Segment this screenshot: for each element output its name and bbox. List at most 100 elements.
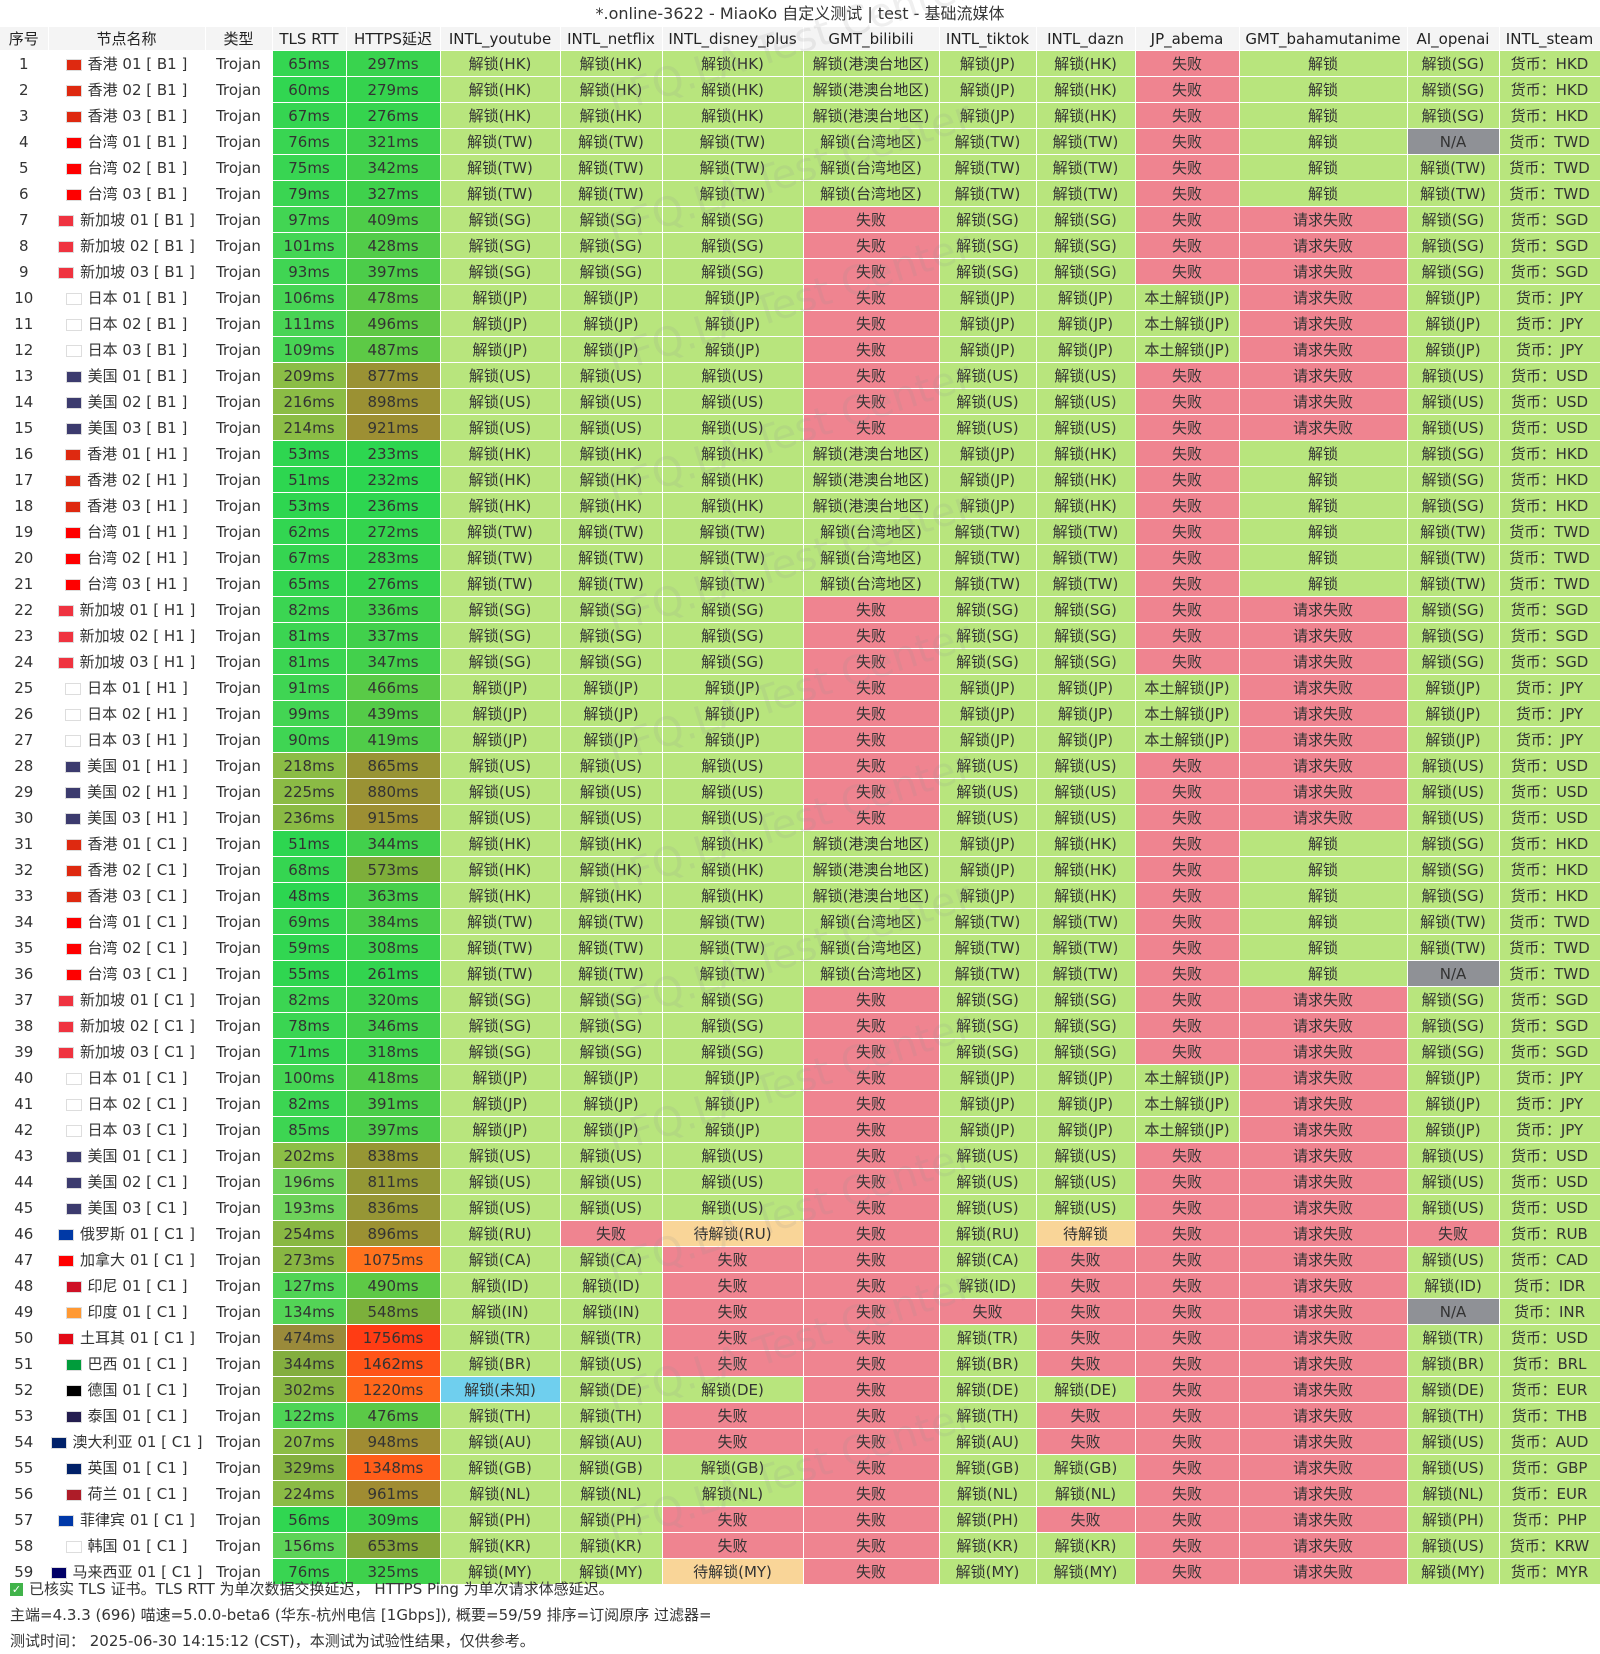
table-row[interactable]: 21 台湾 03 [ H1 ] Trojan 65ms 276ms 解锁(TW) 解锁(TW… [0, 570, 1600, 597]
table-row[interactable]: 24 新加坡 03 [ H1 ] Trojan 81ms 347ms 解锁(SG) 解锁(S… [0, 648, 1600, 675]
table-row[interactable]: 34 台湾 01 [ C1 ] Trojan 69ms 384ms 解锁(TW) 解锁(TW… [0, 908, 1600, 935]
https-latency: 877ms [346, 362, 441, 389]
table-row[interactable]: 32 香港 02 [ C1 ] Trojan 68ms 573ms 解锁(HK) 解锁(HK… [0, 856, 1600, 883]
col-header[interactable]: HTTPS延迟 [346, 27, 441, 51]
table-row[interactable]: 27 日本 03 [ H1 ] Trojan 90ms 419ms 解锁(JP) 解锁(JP… [0, 726, 1600, 753]
table-row[interactable]: 29 美国 02 [ H1 ] Trojan 225ms 880ms 解锁(US) 解锁(U… [0, 778, 1600, 805]
table-row[interactable]: 45 美国 03 [ C1 ] Trojan 193ms 836ms 解锁(US) 解锁(U… [0, 1194, 1600, 1221]
col-header[interactable]: INTL_netflix [560, 27, 663, 51]
node-name-text: 菲律宾 01 [ C1 ] [80, 1511, 195, 1529]
result-cell: 解锁(SG) [939, 232, 1037, 259]
col-header[interactable]: GMT_bahamutanime [1239, 27, 1408, 51]
table-row[interactable]: 53 泰国 01 [ C1 ] Trojan 122ms 476ms 解锁(TH) 解锁(T… [0, 1402, 1600, 1429]
table-row[interactable]: 7 新加坡 01 [ B1 ] Trojan 97ms 409ms 解锁(SG) 解锁(SG… [0, 206, 1600, 233]
table-row[interactable]: 20 台湾 02 [ H1 ] Trojan 67ms 283ms 解锁(TW) 解锁(TW… [0, 544, 1600, 571]
table-row[interactable]: 41 日本 02 [ C1 ] Trojan 82ms 391ms 解锁(JP) 解锁(JP… [0, 1090, 1600, 1117]
result-cell: 解锁(SG) [1407, 50, 1500, 77]
col-header[interactable]: INTL_tiktok [939, 27, 1037, 51]
table-row[interactable]: 8 新加坡 02 [ B1 ] Trojan 101ms 428ms 解锁(SG) 解锁(S… [0, 232, 1600, 259]
col-header[interactable]: JP_abema [1135, 27, 1240, 51]
col-header[interactable]: INTL_disney_plus [662, 27, 804, 51]
table-row[interactable]: 36 台湾 03 [ C1 ] Trojan 55ms 261ms 解锁(TW) 解锁(TW… [0, 960, 1600, 987]
result-cell: 解锁(JP) [560, 284, 663, 311]
table-row[interactable]: 2 香港 02 [ B1 ] Trojan 60ms 279ms 解锁(HK) 解锁(HK)… [0, 76, 1600, 103]
table-row[interactable]: 30 美国 03 [ H1 ] Trojan 236ms 915ms 解锁(US) 解锁(U… [0, 804, 1600, 831]
result-cell: 解锁(US) [1036, 362, 1136, 389]
table-row[interactable]: 55 英国 01 [ C1 ] Trojan 329ms 1348ms 解锁(GB) 解锁(… [0, 1454, 1600, 1481]
table-row[interactable]: 40 日本 01 [ C1 ] Trojan 100ms 418ms 解锁(JP) 解锁(J… [0, 1064, 1600, 1091]
col-header[interactable]: TLS RTT [272, 27, 347, 51]
table-row[interactable]: 31 香港 01 [ C1 ] Trojan 51ms 344ms 解锁(HK) 解锁(HK… [0, 830, 1600, 857]
table-row[interactable]: 58 韩国 01 [ C1 ] Trojan 156ms 653ms 解锁(KR) 解锁(K… [0, 1532, 1600, 1559]
table-row[interactable]: 57 菲律宾 01 [ C1 ] Trojan 56ms 309ms 解锁(PH) 解锁(P… [0, 1506, 1600, 1533]
col-header[interactable]: INTL_steam [1499, 27, 1600, 51]
flag-icon [65, 162, 82, 175]
col-header[interactable]: 序号 [0, 27, 49, 51]
table-row[interactable]: 11 日本 02 [ B1 ] Trojan 111ms 496ms 解锁(JP) 解锁(J… [0, 310, 1600, 337]
table-row[interactable]: 19 台湾 01 [ H1 ] Trojan 62ms 272ms 解锁(TW) 解锁(TW… [0, 518, 1600, 545]
col-header[interactable]: INTL_dazn [1036, 27, 1136, 51]
table-row[interactable]: 56 荷兰 01 [ C1 ] Trojan 224ms 961ms 解锁(NL) 解锁(N… [0, 1480, 1600, 1507]
result-cell: 失败 [803, 1168, 940, 1195]
result-cell: 解锁(SG) [662, 258, 804, 285]
result-cell: 解锁(PH) [560, 1506, 663, 1533]
table-row[interactable]: 22 新加坡 01 [ H1 ] Trojan 82ms 336ms 解锁(SG) 解锁(S… [0, 596, 1600, 623]
table-row[interactable]: 9 新加坡 03 [ B1 ] Trojan 93ms 397ms 解锁(SG) 解锁(SG… [0, 258, 1600, 285]
table-row[interactable]: 50 土耳其 01 [ C1 ] Trojan 474ms 1756ms 解锁(TR) 解锁… [0, 1324, 1600, 1351]
row-index: 58 [0, 1532, 49, 1559]
node-name-text: 台湾 01 [ C1 ] [87, 913, 188, 931]
col-header[interactable]: GMT_bilibili [803, 27, 940, 51]
table-row[interactable]: 1 香港 01 [ B1 ] Trojan 65ms 297ms 解锁(HK) 解锁(HK)… [0, 50, 1600, 77]
table-row[interactable]: 39 新加坡 03 [ C1 ] Trojan 71ms 318ms 解锁(SG) 解锁(S… [0, 1038, 1600, 1065]
table-row[interactable]: 18 香港 03 [ H1 ] Trojan 53ms 236ms 解锁(HK) 解锁(HK… [0, 492, 1600, 519]
result-cell: 解锁(SG) [440, 232, 561, 259]
table-row[interactable]: 35 台湾 02 [ C1 ] Trojan 59ms 308ms 解锁(TW) 解锁(TW… [0, 934, 1600, 961]
table-row[interactable]: 42 日本 03 [ C1 ] Trojan 85ms 397ms 解锁(JP) 解锁(JP… [0, 1116, 1600, 1143]
table-row[interactable]: 47 加拿大 01 [ C1 ] Trojan 273ms 1075ms 解锁(CA) 解锁… [0, 1246, 1600, 1273]
table-row[interactable]: 59 马来西亚 01 [ C1 ] Trojan 76ms 325ms 解锁(MY) 解锁(… [0, 1558, 1600, 1585]
table-row[interactable]: 51 巴西 01 [ C1 ] Trojan 344ms 1462ms 解锁(BR) 解锁(… [0, 1350, 1600, 1377]
result-cell: 失败 [1135, 960, 1240, 987]
flag-icon [50, 1566, 67, 1579]
table-row[interactable]: 23 新加坡 02 [ H1 ] Trojan 81ms 337ms 解锁(SG) 解锁(S… [0, 622, 1600, 649]
table-row[interactable]: 48 印尼 01 [ C1 ] Trojan 127ms 490ms 解锁(ID) 解锁(I… [0, 1272, 1600, 1299]
table-row[interactable]: 14 美国 02 [ B1 ] Trojan 216ms 898ms 解锁(US) 解锁(U… [0, 388, 1600, 415]
col-header[interactable]: 节点名称 [48, 27, 206, 51]
result-cell: 解锁(US) [440, 388, 561, 415]
table-row[interactable]: 43 美国 01 [ C1 ] Trojan 202ms 838ms 解锁(US) 解锁(U… [0, 1142, 1600, 1169]
node-name-text: 日本 03 [ H1 ] [87, 731, 188, 749]
table-body: 1 香港 01 [ B1 ] Trojan 65ms 297ms 解锁(HK) 解锁(HK)… [0, 50, 1600, 1585]
table-row[interactable]: 46 俄罗斯 01 [ C1 ] Trojan 254ms 896ms 解锁(RU) 失败待… [0, 1220, 1600, 1247]
result-cell: 解锁(ID) [1407, 1272, 1500, 1299]
result-cell: 解锁(GB) [1036, 1454, 1136, 1481]
result-cell: 失败 [939, 1298, 1037, 1325]
table-row[interactable]: 5 台湾 02 [ B1 ] Trojan 75ms 342ms 解锁(TW) 解锁(TW)… [0, 154, 1600, 181]
col-header[interactable]: INTL_youtube [440, 27, 561, 51]
table-row[interactable]: 16 香港 01 [ H1 ] Trojan 53ms 233ms 解锁(HK) 解锁(HK… [0, 440, 1600, 467]
table-row[interactable]: 38 新加坡 02 [ C1 ] Trojan 78ms 346ms 解锁(SG) 解锁(S… [0, 1012, 1600, 1039]
col-header[interactable]: 类型 [205, 27, 273, 51]
table-row[interactable]: 15 美国 03 [ B1 ] Trojan 214ms 921ms 解锁(US) 解锁(U… [0, 414, 1600, 441]
node-type: Trojan [205, 986, 273, 1013]
table-row[interactable]: 33 香港 03 [ C1 ] Trojan 48ms 363ms 解锁(HK) 解锁(HK… [0, 882, 1600, 909]
table-row[interactable]: 3 香港 03 [ B1 ] Trojan 67ms 276ms 解锁(HK) 解锁(HK)… [0, 102, 1600, 129]
table-row[interactable]: 54 澳大利亚 01 [ C1 ] Trojan 207ms 948ms 解锁(AU) 解锁… [0, 1428, 1600, 1455]
table-row[interactable]: 52 德国 01 [ C1 ] Trojan 302ms 1220ms 解锁(未知) 解锁(… [0, 1376, 1600, 1403]
table-row[interactable]: 25 日本 01 [ H1 ] Trojan 91ms 466ms 解锁(JP) 解锁(JP… [0, 674, 1600, 701]
table-row[interactable]: 28 美国 01 [ H1 ] Trojan 218ms 865ms 解锁(US) 解锁(U… [0, 752, 1600, 779]
table-row[interactable]: 4 台湾 01 [ B1 ] Trojan 76ms 321ms 解锁(TW) 解锁(TW)… [0, 128, 1600, 155]
https-latency: 1220ms [346, 1376, 441, 1403]
table-row[interactable]: 49 印度 01 [ C1 ] Trojan 134ms 548ms 解锁(IN) 解锁(I… [0, 1298, 1600, 1325]
result-cell: 请求失败 [1239, 1064, 1408, 1091]
table-row[interactable]: 13 美国 01 [ B1 ] Trojan 209ms 877ms 解锁(US) 解锁(U… [0, 362, 1600, 389]
table-row[interactable]: 6 台湾 03 [ B1 ] Trojan 79ms 327ms 解锁(TW) 解锁(TW)… [0, 180, 1600, 207]
table-row[interactable]: 10 日本 01 [ B1 ] Trojan 106ms 478ms 解锁(JP) 解锁(J… [0, 284, 1600, 311]
table-row[interactable]: 12 日本 03 [ B1 ] Trojan 109ms 487ms 解锁(JP) 解锁(J… [0, 336, 1600, 363]
table-row[interactable]: 44 美国 02 [ C1 ] Trojan 196ms 811ms 解锁(US) 解锁(U… [0, 1168, 1600, 1195]
row-index: 19 [0, 518, 49, 545]
table-row[interactable]: 26 日本 02 [ H1 ] Trojan 99ms 439ms 解锁(JP) 解锁(JP… [0, 700, 1600, 727]
col-header[interactable]: AI_openai [1407, 27, 1500, 51]
https-latency: 363ms [346, 882, 441, 909]
table-row[interactable]: 17 香港 02 [ H1 ] Trojan 51ms 232ms 解锁(HK) 解锁(HK… [0, 466, 1600, 493]
table-row[interactable]: 37 新加坡 01 [ C1 ] Trojan 82ms 320ms 解锁(SG) 解锁(S… [0, 986, 1600, 1013]
